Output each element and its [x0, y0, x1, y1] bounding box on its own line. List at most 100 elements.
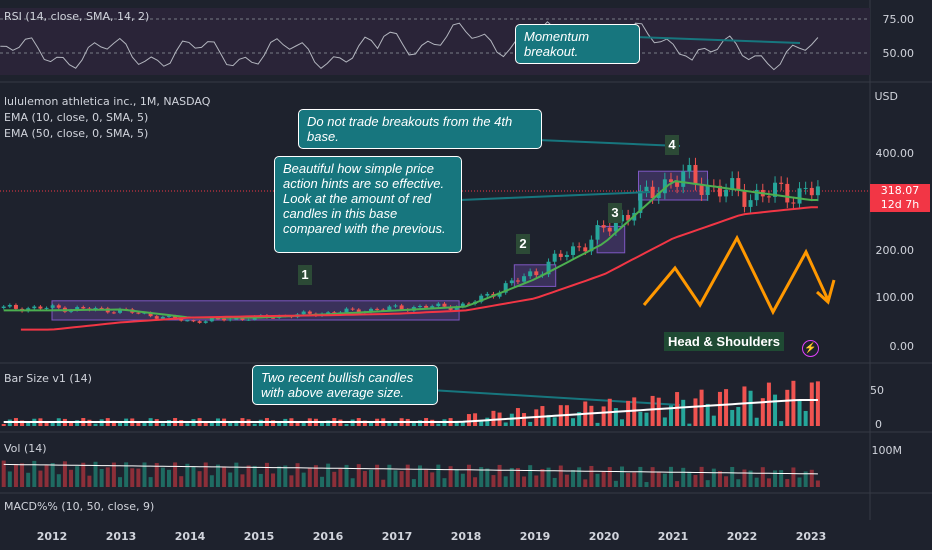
candle: [485, 291, 490, 298]
volume-bar: [375, 464, 380, 487]
volume-bar: [197, 471, 202, 487]
price-level-400: 400.00: [875, 147, 915, 160]
volume-bar: [93, 461, 98, 487]
barsize-bar: [326, 420, 331, 426]
ema10-label: EMA (10, close, 0, SMA, 5): [4, 111, 149, 124]
barsize-bar: [320, 422, 325, 426]
volume-bar: [289, 475, 294, 487]
momentum-callout: Momentum breakout.: [515, 24, 640, 64]
volume-bar: [62, 461, 67, 487]
volume-bar: [436, 464, 441, 487]
volume-bar: [356, 464, 361, 487]
candle: [638, 184, 643, 219]
volume-bar: [405, 464, 410, 487]
volume-bar: [166, 469, 171, 487]
candle: [436, 302, 441, 308]
volume-bar: [69, 469, 74, 487]
candle: [717, 179, 722, 203]
candle: [7, 303, 12, 309]
barsize-bar: [589, 405, 594, 426]
barsize-bar: [460, 421, 465, 426]
barsize-bar: [436, 423, 441, 426]
volume-bar: [815, 480, 820, 487]
barsize-bar: [656, 397, 661, 426]
price-level-0: 0.00: [889, 340, 915, 353]
volume-bar: [32, 460, 37, 487]
volume-bar: [295, 463, 300, 487]
barsize-bar: [1, 424, 6, 426]
volume-bar: [362, 471, 367, 487]
rsi-level-75: 75.00: [882, 13, 915, 26]
volume-bar: [301, 472, 306, 487]
volume-bar: [638, 466, 643, 487]
barsize-bar: [681, 399, 686, 426]
barsize-bar: [803, 410, 808, 426]
barsize-bar: [730, 409, 735, 426]
volume-bar: [540, 468, 545, 487]
barsize-bar: [613, 408, 618, 426]
volume-bar: [222, 466, 227, 487]
volume-bar: [124, 462, 129, 487]
lightning-icon[interactable]: ⚡: [802, 340, 819, 357]
year-label-2016: 2016: [312, 530, 344, 543]
candle: [809, 181, 814, 202]
candle: [815, 180, 820, 202]
volume-bar: [277, 466, 282, 487]
volume-bar: [534, 475, 539, 487]
volume-bar: [111, 462, 116, 487]
volume-bar: [179, 476, 184, 487]
barsize-bar: [773, 394, 778, 426]
volume-bar: [552, 477, 557, 487]
barsize-bar: [209, 422, 214, 426]
volume-bar: [571, 470, 576, 487]
barsize-bar: [26, 422, 31, 426]
volume-bar: [546, 467, 551, 487]
volume-bar: [491, 475, 496, 487]
candle: [785, 177, 790, 209]
candle: [522, 273, 527, 285]
barsize-bar: [724, 389, 729, 426]
candle: [111, 311, 116, 315]
candle: [626, 209, 631, 226]
ema10-line: [3, 180, 818, 319]
volume-bar: [264, 462, 269, 487]
candle: [375, 307, 380, 311]
candle: [693, 157, 698, 191]
barsize-bar: [601, 406, 606, 426]
barsize-average-line: [3, 399, 818, 423]
barsize-level-0: 0: [875, 418, 882, 431]
barsize-bar: [668, 405, 673, 426]
volume-bar: [283, 465, 288, 487]
candle: [528, 268, 533, 279]
base-2-marker: 2: [516, 234, 530, 254]
barsize-bar: [160, 423, 165, 426]
candle: [662, 172, 667, 200]
volume-bar: [626, 473, 631, 487]
barsize-bar: [791, 380, 796, 426]
volume-bar: [754, 477, 759, 487]
candle: [509, 277, 514, 286]
volume-bar: [528, 465, 533, 487]
barsize-bar: [411, 423, 416, 426]
volume-bar: [338, 468, 343, 487]
volume-bar: [13, 464, 18, 487]
candle: [56, 303, 61, 310]
candle: [803, 181, 808, 195]
barsize-bar: [454, 420, 459, 426]
year-label-2020: 2020: [588, 530, 620, 543]
vol-level: 100M: [871, 444, 903, 457]
barsize-bar: [515, 408, 520, 426]
head-shoulders-label: Head & Shoulders: [664, 332, 784, 351]
base-4-marker: 4: [665, 135, 679, 155]
volume-bar: [595, 473, 600, 487]
barsize-bar: [620, 419, 625, 426]
volume-bar: [791, 467, 796, 487]
barsize-bar: [295, 421, 300, 426]
barsize-label: Bar Size v1 (14): [4, 372, 92, 385]
candle: [699, 177, 704, 201]
volume-bar: [271, 473, 276, 487]
rsi-level-50: 50.00: [882, 47, 915, 60]
volume-bar: [730, 466, 735, 487]
volume-bar: [1, 460, 6, 487]
candle: [191, 319, 196, 323]
